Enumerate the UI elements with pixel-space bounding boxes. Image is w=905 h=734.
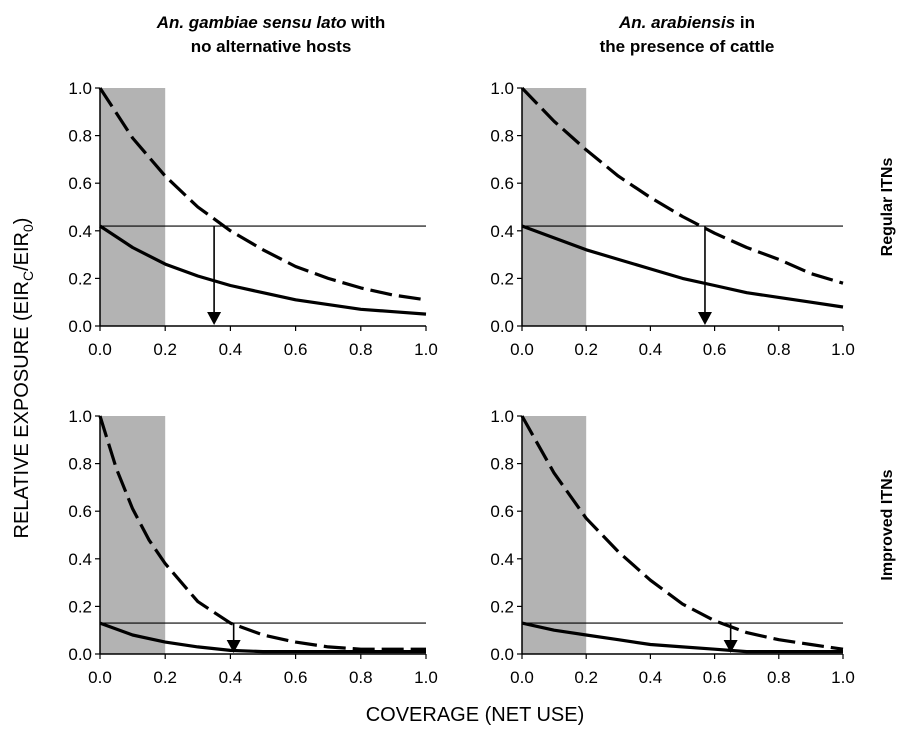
solid-series-bottom-right: [521, 621, 843, 654]
solid-series-bottom-left: [99, 621, 426, 654]
x-tick-label: 1.0: [414, 668, 438, 687]
x-tick-label: 0.0: [510, 340, 534, 359]
column-title-right-italic: An. arabiensis: [618, 13, 735, 32]
x-tick-label: 1.0: [414, 340, 438, 359]
x-tick-label: 0.6: [703, 340, 727, 359]
x-tick-label: 0.2: [574, 668, 598, 687]
x-tick-label: 0.0: [88, 668, 112, 687]
x-tick-label: 0.4: [219, 668, 243, 687]
solid-series-top-left: [99, 224, 427, 316]
x-tick-label: 0.4: [639, 668, 663, 687]
chart-panel-top-left: 0.0 0.2 0.4 0.6 0.8 1.0 0.0 0.2 0.4 0.6 0.8 1.0: [68, 79, 437, 359]
arrow-head-top-right: [697, 312, 712, 325]
x-tick-label: 0.0: [88, 340, 112, 359]
y-axis-label: RELATIVE EXPOSURE (EIRC/EIR0): [11, 218, 36, 539]
x-axis-label: COVERAGE (NET USE): [366, 704, 585, 726]
y-tick-label: 0.8: [490, 127, 514, 146]
x-tick-label: 0.8: [349, 668, 373, 687]
row-label-improved: Improved ITNs: [879, 469, 896, 580]
y-tick-label: 1.0: [490, 407, 514, 426]
y-tick-label: 0.4: [68, 550, 92, 569]
y-tick-label: 0.6: [490, 174, 514, 193]
column-title-right-rest: in: [735, 13, 755, 32]
y-axis-label-sub1: C: [20, 271, 36, 281]
y-tick-label: 0.2: [68, 269, 92, 288]
y-tick-label: 0.2: [68, 597, 92, 616]
x-tick-label: 0.4: [639, 340, 663, 359]
x-tick-label: 0.8: [767, 340, 791, 359]
column-title-right-line2: the presence of cattle: [600, 37, 775, 56]
shaded-region-top-left: [100, 88, 166, 326]
x-tick-label: 0.0: [510, 668, 534, 687]
y-tick-label: 0.8: [490, 455, 514, 474]
dashed-series-top-left: [98, 87, 427, 302]
arrow-head-bottom-right: [723, 640, 738, 653]
x-tick-label: 0.2: [153, 340, 177, 359]
solid-series-top-right: [521, 224, 844, 309]
y-tick-label: 0.4: [490, 222, 514, 241]
y-tick-label: 0.8: [68, 127, 92, 146]
column-title-left-line2: no alternative hosts: [191, 37, 352, 56]
y-tick-label: 0.0: [68, 317, 92, 336]
panels-group: 0.00.20.40.60.81.00.0 0.2 0.4 0.6 0.8 1.00.00…: [68, 79, 854, 687]
x-tick-label: 0.8: [767, 668, 791, 687]
x-tick-label: 0.2: [153, 668, 177, 687]
shaded-region-bottom-right: [522, 416, 587, 654]
column-title-left-rest: with: [347, 13, 386, 32]
y-tick-label: 0.0: [490, 317, 514, 336]
y-tick-label: 0.4: [490, 550, 514, 569]
y-tick-label: 0.2: [490, 597, 514, 616]
y-tick-label: 1.0: [68, 407, 92, 426]
y-tick-label: 0.6: [68, 174, 92, 193]
x-tick-label: 0.6: [703, 668, 727, 687]
chart-panel-bottom-right: 0.0 0.2 0.4 0.6 0.8 1.0 0.0 0.2 0.4 0.6 0.8 1.0: [490, 407, 854, 687]
y-tick-label: 0.0: [490, 645, 514, 664]
y-tick-label: 1.0: [68, 79, 92, 98]
y-tick-label: 0.0: [68, 645, 92, 664]
y-tick-label: 0.6: [490, 502, 514, 521]
dashed-series-bottom-left: [98, 415, 426, 651]
y-tick-label: 0.8: [68, 455, 92, 474]
y-axis-label-main: RELATIVE EXPOSURE (EIR: [11, 281, 33, 538]
shaded-region-top-right: [522, 88, 587, 326]
dashed-series-top-right: [520, 86, 844, 285]
arrow-head-top-left: [207, 312, 222, 325]
x-tick-label: 1.0: [831, 340, 855, 359]
x-tick-label: 0.6: [284, 668, 308, 687]
y-tick-label: 0.6: [68, 502, 92, 521]
column-title-left-italic: An. gambiae sensu lato: [156, 13, 347, 32]
x-tick-label: 0.6: [284, 340, 308, 359]
x-tick-label: 1.0: [831, 668, 855, 687]
x-tick-label: 0.2: [574, 340, 598, 359]
y-tick-label: 1.0: [490, 79, 514, 98]
x-tick-label: 0.8: [349, 340, 373, 359]
y-axis-label-end: ): [11, 218, 33, 225]
x-tick-label: 0.4: [219, 340, 243, 359]
y-tick-label: 0.2: [490, 269, 514, 288]
chart-panel-bottom-left: 0.0 0.2 0.4 0.6 0.8 1.0 0.0 0.2 0.4 0.6 0.8 1.0: [68, 407, 437, 687]
chart-panel-top-right: 0.0 0.2 0.4 0.6 0.8 1.0 0.0 0.2 0.4 0.6 0.8 1.0: [490, 79, 854, 359]
y-axis-label-mid: /EIR: [11, 232, 33, 271]
column-title-left: An. gambiae sensu lato with: [156, 13, 386, 32]
column-title-right: An. arabiensis in: [618, 13, 755, 32]
dashed-series-bottom-right: [520, 415, 844, 651]
row-label-regular: Regular ITNs: [879, 158, 896, 257]
y-tick-label: 0.4: [68, 222, 92, 241]
y-axis-label-sub2: 0: [20, 224, 36, 232]
arrow-head-bottom-left: [226, 640, 241, 653]
